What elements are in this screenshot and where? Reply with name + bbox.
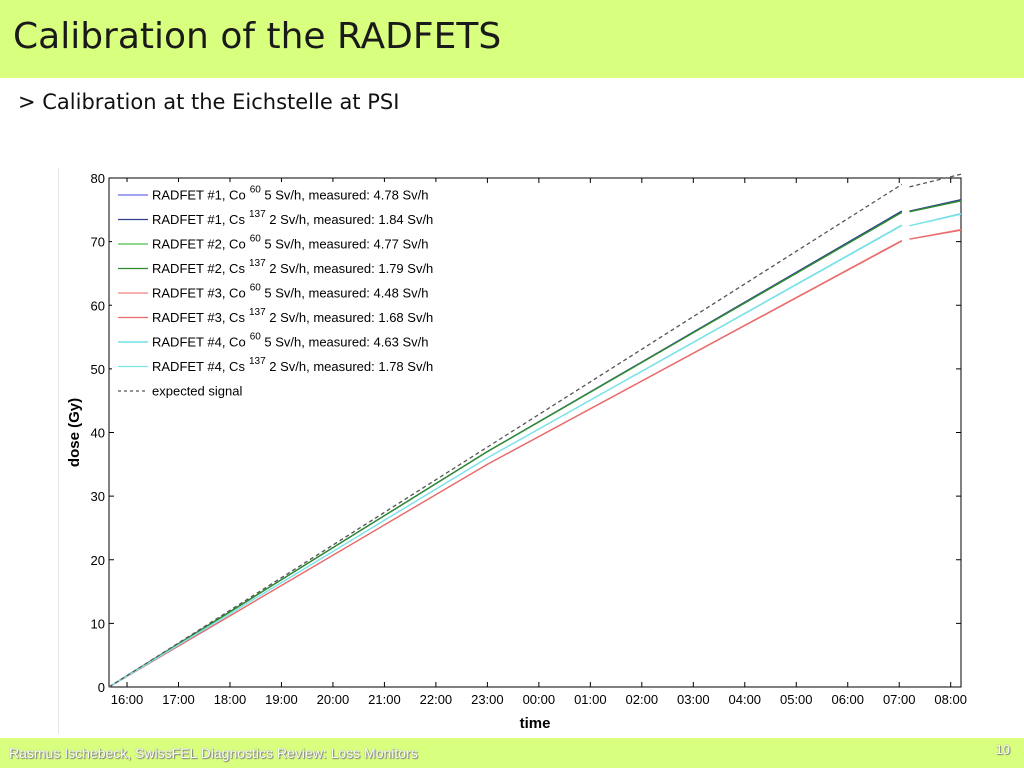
series-line-4-b	[909, 200, 962, 213]
legend-entry: RADFET #3, Cs 137 2 Sv/h, measured: 1.68 …	[152, 307, 433, 325]
y-tick-label: 10	[91, 616, 105, 631]
y-tick-label: 50	[91, 362, 105, 377]
y-tick-label: 60	[91, 298, 105, 313]
slide-title: Calibration of the RADFETS	[13, 16, 502, 57]
x-tick-label: 19:00	[265, 692, 298, 707]
x-axis-label: time	[520, 715, 551, 732]
legend-entry: RADFET #1, Cs 137 2 Sv/h, measured: 1.84 …	[152, 209, 433, 227]
x-tick-label: 21:00	[368, 692, 401, 707]
legend-entry: RADFET #2, Co 60 5 Sv/h, measured: 4.77 S…	[152, 234, 428, 252]
x-tick-label: 23:00	[471, 692, 504, 707]
x-tick-label: 05:00	[780, 692, 813, 707]
legend-entry: expected signal	[152, 384, 242, 399]
series-line-9-b	[909, 173, 962, 188]
legend-entry: RADFET #4, Co 60 5 Sv/h, measured: 4.63 S…	[152, 332, 428, 350]
series-line-2-b	[909, 198, 962, 212]
y-axis-label: dose (Gy)	[66, 398, 83, 467]
page-number: 10	[995, 742, 1010, 757]
x-tick-label: 08:00	[934, 692, 967, 707]
series-line-6-b	[909, 229, 962, 240]
series-line-8-b	[909, 213, 962, 227]
y-tick-label: 20	[91, 553, 105, 568]
legend-entry: RADFET #1, Co 60 5 Sv/h, measured: 4.78 S…	[152, 185, 428, 203]
chart-area: 0 10 20 30 40 50 60 70 80 16:00 17:00 18:00 19:00 20:…	[58, 168, 977, 734]
y-tick-label: 70	[91, 235, 105, 250]
series-line-8-a	[108, 225, 903, 688]
x-tick-label: 16:00	[111, 692, 144, 707]
x-tick-label: 22:00	[420, 692, 453, 707]
x-tick-label: 17:00	[162, 692, 195, 707]
x-tick-label: 06:00	[831, 692, 864, 707]
x-tick-label: 18:00	[214, 692, 247, 707]
x-tick-label: 02:00	[626, 692, 659, 707]
legend-entry: RADFET #3, Co 60 5 Sv/h, measured: 4.48 S…	[152, 283, 428, 301]
series-line-6-a	[108, 240, 903, 688]
legend-box	[112, 182, 487, 407]
x-tick-label: 20:00	[317, 692, 350, 707]
y-tick-label: 80	[91, 171, 105, 186]
bullet-text: > Calibration at the Eichstelle at PSI	[18, 90, 400, 114]
x-tick-label: 03:00	[677, 692, 710, 707]
series-line-4-a	[108, 211, 903, 688]
dose-chart: 0 10 20 30 40 50 60 70 80 16:00 17:00 18:00 19:00 20:…	[66, 171, 967, 732]
legend-entry: RADFET #4, Cs 137 2 Sv/h, measured: 1.78 …	[152, 356, 433, 374]
y-tick-label: 30	[91, 489, 105, 504]
series-line-9-a	[108, 183, 903, 688]
x-tick-label: 01:00	[574, 692, 607, 707]
y-tick-label: 40	[91, 426, 105, 441]
x-tick-label: 07:00	[883, 692, 916, 707]
title-bar: Calibration of the RADFETS	[0, 0, 1024, 78]
footer-text: Rasmus Ischebeck, SwissFEL Diagnostics R…	[9, 745, 418, 761]
footer-bar: Rasmus Ischebeck, SwissFEL Diagnostics R…	[0, 738, 1024, 768]
y-tick-label: 0	[98, 680, 105, 695]
legend-entry: RADFET #2, Cs 137 2 Sv/h, measured: 1.79 …	[152, 258, 433, 276]
x-tick-label: 00:00	[523, 692, 556, 707]
x-tick-label: 04:00	[729, 692, 762, 707]
